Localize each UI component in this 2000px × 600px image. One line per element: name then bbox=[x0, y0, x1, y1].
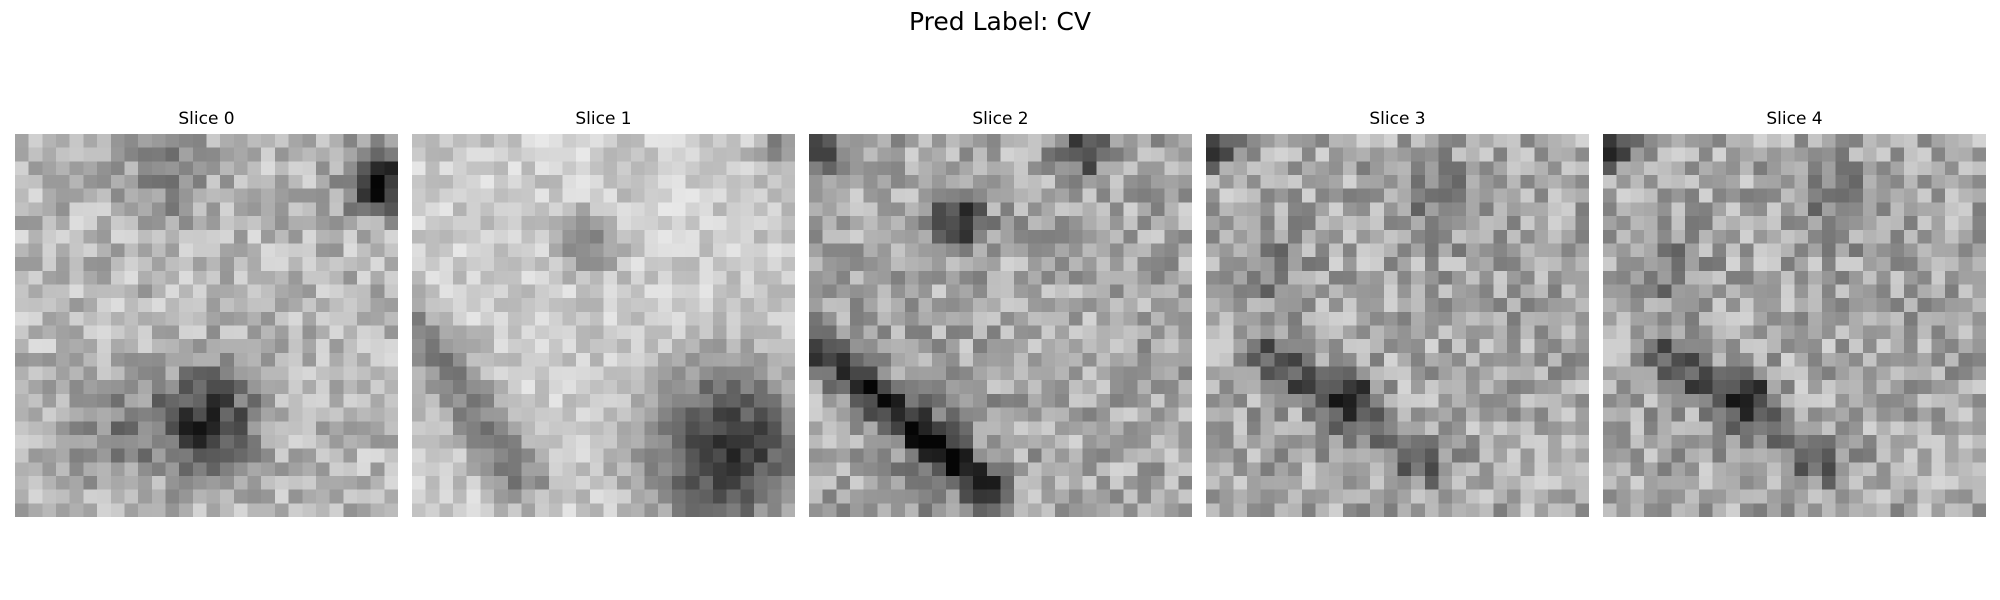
slice-title-3: Slice 3 bbox=[1369, 109, 1426, 129]
slice-image-4 bbox=[1603, 134, 1986, 517]
slice-image-3 bbox=[1206, 134, 1589, 517]
slice-image-1 bbox=[412, 134, 795, 517]
slice-title-2: Slice 2 bbox=[972, 109, 1029, 129]
slice-panel-0: Slice 0 bbox=[15, 108, 398, 517]
slice-title-4: Slice 4 bbox=[1766, 109, 1823, 129]
slice-image-0 bbox=[15, 134, 398, 517]
slice-title-0: Slice 0 bbox=[178, 109, 235, 129]
slice-panel-4: Slice 4 bbox=[1603, 108, 1986, 517]
slice-image-2 bbox=[809, 134, 1192, 517]
slice-panel-1: Slice 1 bbox=[412, 108, 795, 517]
slice-panel-2: Slice 2 bbox=[809, 108, 1192, 517]
slice-title-1: Slice 1 bbox=[575, 109, 632, 129]
slice-panel-3: Slice 3 bbox=[1206, 108, 1589, 517]
figure-title: Pred Label: CV bbox=[909, 7, 1091, 36]
